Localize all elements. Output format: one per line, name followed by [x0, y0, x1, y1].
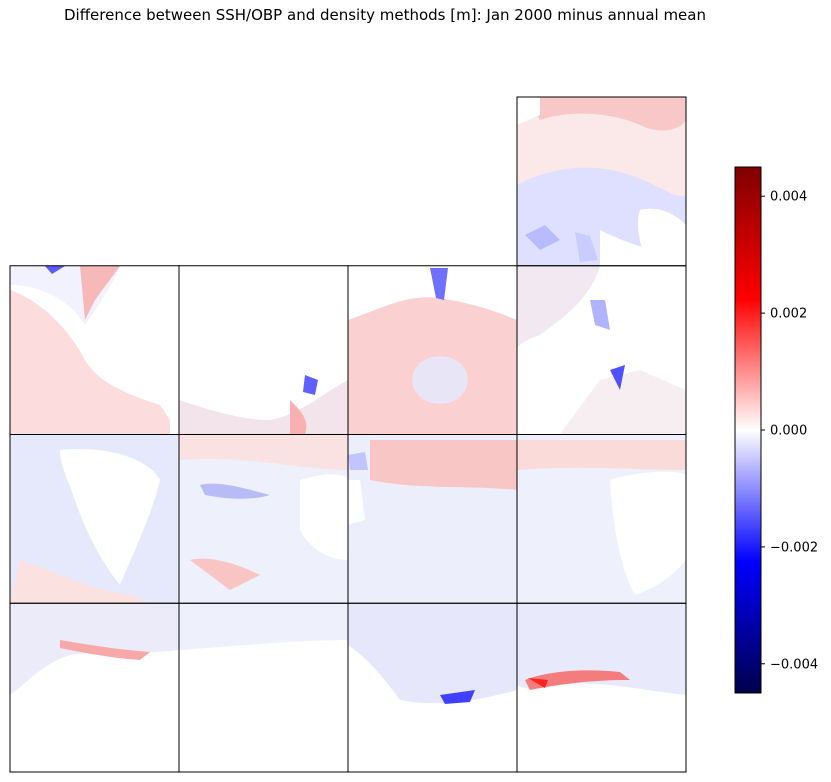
- difference-field: [10, 97, 686, 772]
- colorbar-gradient: [734, 166, 762, 694]
- tile-row2-col3: [348, 266, 517, 434]
- colorbar: 0.004 0.002 0.000 −0.002 −0.004: [734, 166, 818, 694]
- tile-row3-col3: [348, 434, 517, 603]
- tile-row3-col1: [10, 434, 179, 603]
- colorbar-tick-label: 0.000: [770, 424, 807, 439]
- colorbar-ticks: 0.004 0.002 0.000 −0.002 −0.004: [761, 190, 818, 672]
- tile-row3-col2: [179, 434, 348, 603]
- tile-row3-col4: [517, 434, 686, 603]
- figure-title: Difference between SSH/OBP and density m…: [63, 6, 706, 24]
- colorbar-tick-label: −0.004: [770, 657, 818, 672]
- tile-row2-col1: [10, 266, 179, 434]
- tile-row2-col2: [179, 266, 348, 434]
- colorbar-tick-label: −0.002: [770, 540, 818, 555]
- tile-row4-col2: [179, 603, 348, 772]
- tile-border: [516, 602, 687, 773]
- tile-row4-col1: [10, 603, 179, 772]
- colorbar-tick-label: 0.002: [770, 307, 807, 322]
- colorbar-tick-label: 0.004: [770, 190, 807, 205]
- tile-grid: [9, 96, 687, 773]
- tile-row2-col4: [517, 266, 686, 434]
- tile-row4-col4: [517, 603, 686, 772]
- tile-row4-col3: [348, 603, 517, 772]
- tile-arctic: [517, 97, 686, 266]
